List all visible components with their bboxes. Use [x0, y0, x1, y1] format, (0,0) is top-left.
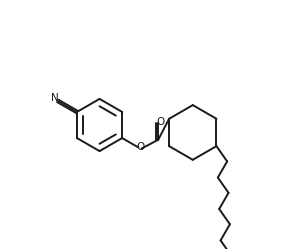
Text: O: O: [157, 117, 165, 127]
Text: O: O: [136, 142, 144, 152]
Text: N: N: [51, 93, 58, 103]
